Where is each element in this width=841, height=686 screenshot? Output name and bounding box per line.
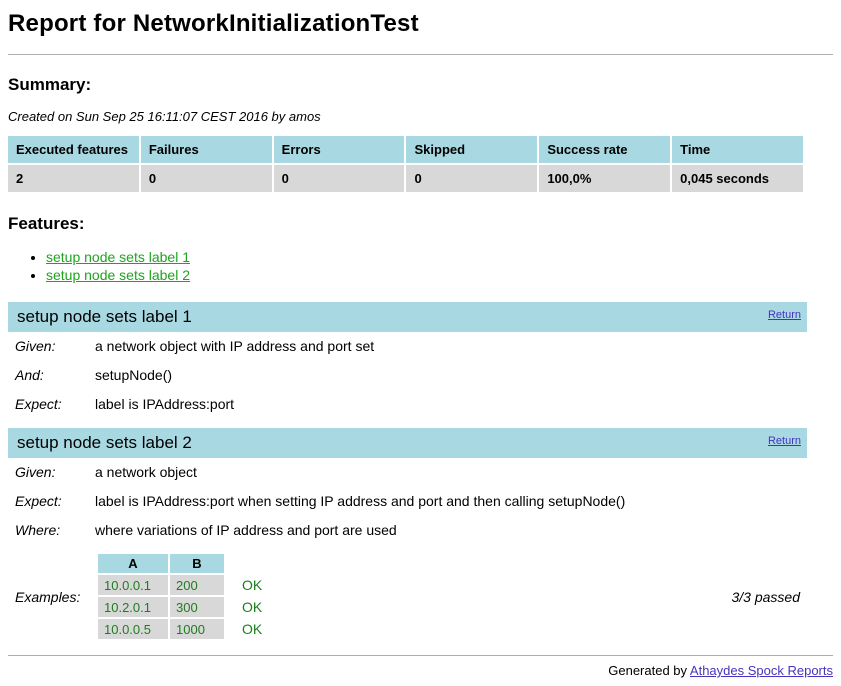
examples-header-b: B [170,554,224,573]
step-text: label is IPAddress:port when setting IP … [95,493,626,509]
feature-title: setup node sets label 2 [17,433,192,452]
feature-steps-table: Given: a network object with IP address … [8,332,807,419]
step-label: And: [15,367,44,383]
generated-by-text: Generated by [608,663,690,678]
step-label: Given: [15,338,56,354]
examples-section: Examples: A B 10.0.0.1 200 OK 10.2.0.1 3… [8,552,807,641]
summary-value-row: 2 0 0 0 100,0% 0,045 seconds [8,165,803,192]
return-link[interactable]: Return [767,435,801,447]
step-label: Expect: [15,493,62,509]
feature-link-label-1[interactable]: setup node sets label 1 [46,249,190,265]
step-text: where variations of IP address and port … [95,522,397,538]
bottom-divider [8,655,833,656]
feature-list-item: setup node sets label 1 [46,248,833,266]
feature-block-2: setup node sets label 2 Return Given: a … [8,428,807,641]
examples-header-a: A [98,554,168,573]
step-row: Where: where variations of IP address an… [8,516,807,545]
step-row: Given: a network object [8,458,807,487]
feature-block-1: setup node sets label 1 Return Given: a … [8,302,807,419]
example-value-b: 200 [170,575,224,595]
footer: Generated by Athaydes Spock Reports [8,655,833,678]
page-title: Report for NetworkInitializationTest [8,10,419,37]
feature-steps-table: Given: a network object Expect: label is… [8,458,807,545]
summary-header-success-rate: Success rate [539,136,671,163]
example-value-a: 10.2.0.1 [98,597,168,617]
example-value-b: 1000 [170,619,224,639]
feature-header-1: setup node sets label 1 Return [8,302,807,332]
step-row: Given: a network object with IP address … [8,332,807,361]
summary-table: Executed features Failures Errors Skippe… [6,134,805,194]
summary-value-time: 0,045 seconds [672,165,803,192]
examples-header-row: A B [98,554,268,573]
summary-header-row: Executed features Failures Errors Skippe… [8,136,803,163]
summary-value-success-rate: 100,0% [539,165,671,192]
spock-reports-link[interactable]: Athaydes Spock Reports [689,663,833,678]
footer-line: Generated by Athaydes Spock Reports [8,663,833,678]
step-row: And: setupNode() [8,361,807,390]
examples-row-3: 10.0.0.5 1000 OK [98,619,268,639]
examples-header-spacer [226,554,268,573]
feature-header-2: setup node sets label 2 Return [8,428,807,458]
summary-header-executed-features: Executed features [8,136,139,163]
step-text: a network object [95,464,197,480]
top-divider [8,54,833,55]
created-line: Created on Sun Sep 25 16:11:07 CEST 2016… [8,109,321,124]
summary-header-errors: Errors [273,136,405,163]
summary-value-skipped: 0 [406,165,538,192]
summary-header-time: Time [672,136,803,163]
summary-heading: Summary: [8,75,92,94]
summary-header-failures: Failures [140,136,272,163]
examples-row-1: 10.0.0.1 200 OK [98,575,268,595]
summary-header-skipped: Skipped [406,136,538,163]
step-label: Expect: [15,396,62,412]
step-label: Given: [15,464,56,480]
features-heading: Features: [8,214,85,233]
feature-link-label-2[interactable]: setup node sets label 2 [46,267,190,283]
example-result: OK [242,621,263,637]
summary-value-executed-features: 2 [8,165,139,192]
examples-table: A B 10.0.0.1 200 OK 10.2.0.1 300 OK 10.0… [96,552,270,641]
step-text: label is IPAddress:port [95,396,235,412]
step-text: a network object with IP address and por… [95,338,375,354]
example-value-b: 300 [170,597,224,617]
example-result: OK [242,577,263,593]
step-row: Expect: label is IPAddress:port [8,390,807,419]
feature-list-item: setup node sets label 2 [46,266,833,284]
example-value-a: 10.0.0.1 [98,575,168,595]
step-row: Expect: label is IPAddress:port when set… [8,487,807,516]
step-text: setupNode() [95,367,173,383]
feature-list: setup node sets label 1 setup node sets … [8,248,833,284]
feature-title: setup node sets label 1 [17,307,192,326]
example-value-a: 10.0.0.5 [98,619,168,639]
summary-value-failures: 0 [140,165,272,192]
examples-label: Examples: [15,588,81,605]
example-result: OK [242,599,263,615]
step-label: Where: [15,522,61,538]
examples-row-2: 10.2.0.1 300 OK [98,597,268,617]
return-link[interactable]: Return [767,309,801,321]
summary-value-errors: 0 [273,165,405,192]
passed-summary: 3/3 passed [731,588,801,605]
